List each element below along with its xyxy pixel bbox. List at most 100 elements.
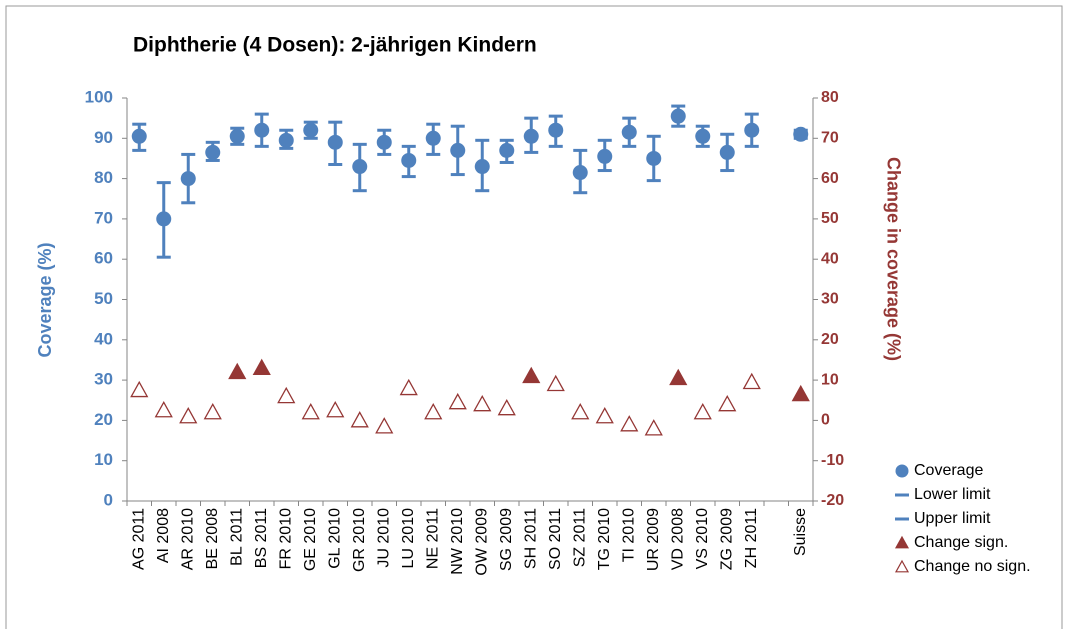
change-no-sign-marker — [375, 417, 394, 434]
x-tick-label: SZ 2011 — [571, 508, 588, 567]
x-tick-label: NW 2010 — [449, 508, 466, 575]
change-sign-marker — [228, 362, 247, 380]
y2-tick-label: 10 — [821, 371, 839, 388]
change-no-sign-marker — [154, 400, 173, 418]
x-tick-label: OW 2009 — [473, 508, 490, 576]
y-tick-label: 100 — [85, 87, 113, 106]
change-no-sign-marker — [718, 394, 737, 412]
legend-label: Change no sign. — [914, 558, 1031, 575]
change-no-sign-marker — [473, 394, 492, 412]
x-tick-label: SG 2009 — [498, 508, 515, 571]
coverage-point — [303, 122, 319, 138]
y-tick-label: 50 — [94, 289, 113, 308]
coverage-point — [278, 132, 294, 148]
x-tick-label: GR 2010 — [351, 508, 368, 572]
x-tick-label: LU 2010 — [400, 508, 417, 569]
coverage-point — [352, 159, 368, 175]
x-tick-label: BE 2008 — [204, 508, 221, 569]
coverage-point — [597, 148, 613, 164]
x-tick-label: JU 2010 — [375, 508, 392, 568]
change-no-sign-marker — [620, 415, 639, 432]
legend-label: Coverage — [914, 462, 983, 479]
change-no-sign-marker — [595, 407, 614, 424]
x-tick-label: SH 2011 — [522, 508, 539, 569]
x-tick-label: ZH 2011 — [743, 508, 760, 568]
chart-title: Diphtherie (4 Dosen): 2-jährigen Kindern — [133, 34, 537, 57]
change-sign-marker — [791, 384, 810, 402]
coverage-point — [695, 128, 711, 144]
change-no-sign-marker — [742, 372, 761, 390]
legend-label: Lower limit — [914, 486, 991, 503]
change-sign-marker — [522, 366, 541, 384]
change-no-sign-marker — [350, 411, 369, 428]
chart-border — [5, 5, 1063, 629]
change-no-sign-marker — [399, 378, 418, 396]
y-tick-label: 70 — [94, 208, 113, 227]
x-tick-label: AG 2011 — [130, 508, 147, 570]
y-tick-label: 0 — [104, 490, 113, 509]
coverage-point — [744, 122, 760, 138]
x-tick-label: VS 2010 — [694, 508, 711, 569]
coverage-point — [180, 171, 196, 187]
coverage-point — [670, 108, 686, 124]
x-tick-label: AI 2008 — [155, 508, 172, 563]
legend-marker — [894, 535, 910, 549]
y-tick-label: 10 — [94, 450, 113, 469]
coverage-point — [719, 144, 735, 160]
x-tick-label: GE 2010 — [302, 508, 319, 571]
x-tick-label: GL 2010 — [326, 508, 343, 569]
coverage-point — [156, 211, 172, 227]
coverage-point — [131, 128, 147, 144]
coverage-point — [327, 134, 343, 150]
y2-tick-label: 0 — [821, 412, 830, 429]
coverage-point — [523, 128, 539, 144]
y2-tick-label: 40 — [821, 250, 839, 267]
x-tick-label: Suisse — [792, 508, 809, 556]
x-tick-label: BL 2011 — [228, 508, 245, 566]
x-tick-label: FR 2010 — [277, 508, 294, 569]
legend-label: Change sign. — [914, 534, 1008, 551]
change-sign-marker — [669, 368, 688, 386]
y2-tick-label: 20 — [821, 331, 839, 348]
y2-tick-label: 50 — [821, 210, 839, 227]
change-no-sign-marker — [448, 392, 467, 410]
y2-axis-title: Change in coverage (%) — [883, 157, 903, 361]
change-no-sign-marker — [424, 403, 443, 420]
x-tick-label: UR 2009 — [645, 508, 662, 571]
coverage-point — [621, 124, 637, 140]
x-tick-label: SO 2011 — [547, 508, 564, 570]
y2-tick-label: 80 — [821, 89, 839, 106]
y-tick-label: 60 — [94, 249, 113, 268]
y-axis-title: Coverage (%) — [35, 242, 55, 357]
coverage-point — [229, 128, 245, 144]
coverage-point — [205, 144, 221, 160]
y-tick-label: 90 — [94, 128, 113, 147]
change-no-sign-marker — [693, 403, 712, 420]
y2-tick-label: 30 — [821, 291, 839, 308]
change-no-sign-marker — [301, 403, 320, 420]
legend-label: Upper limit — [914, 510, 991, 527]
change-no-sign-marker — [179, 407, 198, 424]
change-no-sign-marker — [571, 403, 590, 420]
coverage-point — [474, 159, 490, 175]
coverage-point — [254, 122, 270, 138]
x-tick-label: ZG 2009 — [718, 508, 735, 570]
y-tick-label: 40 — [94, 329, 113, 348]
legend-marker — [894, 559, 910, 573]
y-tick-label: 30 — [94, 370, 113, 389]
coverage-point — [646, 150, 662, 166]
legend-marker — [895, 464, 909, 478]
coverage-point — [548, 122, 564, 138]
change-no-sign-marker — [203, 403, 222, 420]
y2-tick-label: -20 — [821, 492, 844, 509]
x-tick-label: NE 2011 — [424, 508, 441, 569]
x-tick-label: BS 2011 — [253, 508, 270, 568]
coverage-point — [499, 142, 515, 158]
coverage-point — [401, 152, 417, 168]
y-tick-label: 20 — [94, 410, 113, 429]
y2-tick-label: 70 — [821, 130, 839, 147]
change-no-sign-marker — [644, 419, 663, 436]
change-no-sign-marker — [277, 386, 296, 404]
x-tick-label: VD 2008 — [669, 508, 686, 570]
